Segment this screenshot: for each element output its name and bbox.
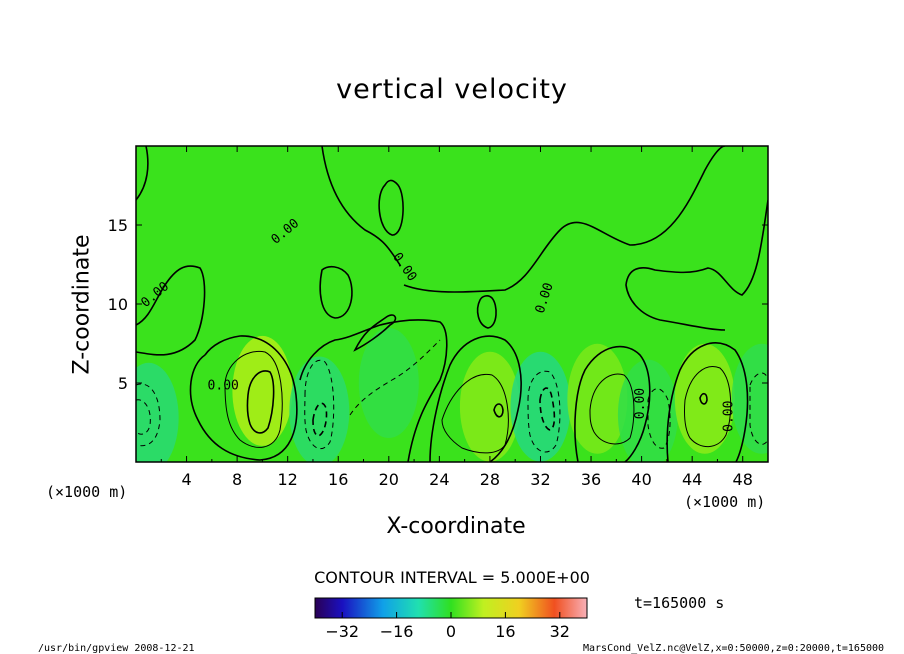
contour-zero xyxy=(378,179,404,236)
contour-zero xyxy=(189,335,298,461)
contour-neg xyxy=(312,402,328,437)
colorbar-tick-label: 16 xyxy=(495,622,515,641)
contour-ten xyxy=(493,403,504,418)
y-tick-label: 15 xyxy=(108,216,128,235)
x-tick-label: 20 xyxy=(379,470,399,489)
contour-zero xyxy=(136,146,149,201)
contour-label: 0.00 xyxy=(722,401,737,432)
y-tick-label: 10 xyxy=(108,295,128,314)
colorbar-tick-label: −16 xyxy=(380,622,414,641)
contour-ten xyxy=(246,370,275,434)
contour-five xyxy=(589,373,635,445)
contour-zero xyxy=(476,295,497,329)
contour-zero xyxy=(319,265,353,319)
x-tick-label: 44 xyxy=(682,470,702,489)
x-tick-label: 32 xyxy=(530,470,550,489)
colorbar-tick-label: −32 xyxy=(325,622,359,641)
contour-zero xyxy=(299,319,448,462)
contour-five xyxy=(684,366,732,448)
velocity-cell xyxy=(510,351,571,462)
contour-neg xyxy=(304,359,335,450)
velocity-cell xyxy=(459,351,520,462)
colorbar-tick-label: 32 xyxy=(550,622,570,641)
x-tick-label: 48 xyxy=(733,470,753,489)
chart-title: vertical velocity xyxy=(336,74,568,105)
contour-zero xyxy=(574,345,651,462)
footer-right: MarsCond_VelZ.nc@VelZ,x=0:50000,z=0:2000… xyxy=(583,643,885,654)
x-tick-label: 40 xyxy=(631,470,651,489)
x-tick-label: 12 xyxy=(278,470,298,489)
velocity-cell xyxy=(289,356,350,462)
x-tick-label: 4 xyxy=(181,470,191,489)
x-tick-label: 24 xyxy=(429,470,449,489)
contour-label: 0.00 xyxy=(208,378,239,393)
contour-neg xyxy=(749,372,768,445)
contour-neg xyxy=(527,370,561,453)
contour-five xyxy=(441,373,509,454)
contour-interval-label: CONTOUR INTERVAL = 5.000E+00 xyxy=(314,568,590,587)
x-unit-label-left: (×1000 m) xyxy=(46,483,128,501)
contour-zero xyxy=(321,146,401,266)
contour-neg xyxy=(136,399,151,435)
x-tick-label: 36 xyxy=(581,470,601,489)
contour-zero xyxy=(666,342,749,462)
contour-ten xyxy=(699,392,708,405)
contour-five xyxy=(224,350,283,448)
contour-zero xyxy=(625,199,768,331)
x-axis-label: X-coordinate xyxy=(386,514,526,539)
velocity-cell xyxy=(567,343,628,454)
velocity-cell xyxy=(232,335,293,446)
colorbar-tick-label: 0 xyxy=(446,622,456,641)
velocity-cell xyxy=(358,328,419,438)
x-tick-label: 28 xyxy=(480,470,500,489)
contour-zero xyxy=(136,265,206,356)
contour-zero xyxy=(429,335,522,462)
x-tick-label: 16 xyxy=(328,470,348,489)
footer-left: /usr/bin/gpview 2008-12-21 xyxy=(38,643,195,654)
x-unit-label-right: (×1000 m) xyxy=(684,493,766,511)
contour-neg xyxy=(136,383,161,447)
velocity-cell xyxy=(136,362,179,462)
contour-neg xyxy=(539,387,556,431)
velocity-cell xyxy=(674,343,735,454)
contour-label: 0.00 xyxy=(633,388,648,419)
contour-zero xyxy=(403,146,726,293)
contour-neg xyxy=(647,388,671,449)
x-tick-label: 8 xyxy=(232,470,242,489)
time-label: t=165000 s xyxy=(634,594,725,612)
contour-neg xyxy=(349,339,441,416)
y-tick-label: 5 xyxy=(118,374,128,393)
